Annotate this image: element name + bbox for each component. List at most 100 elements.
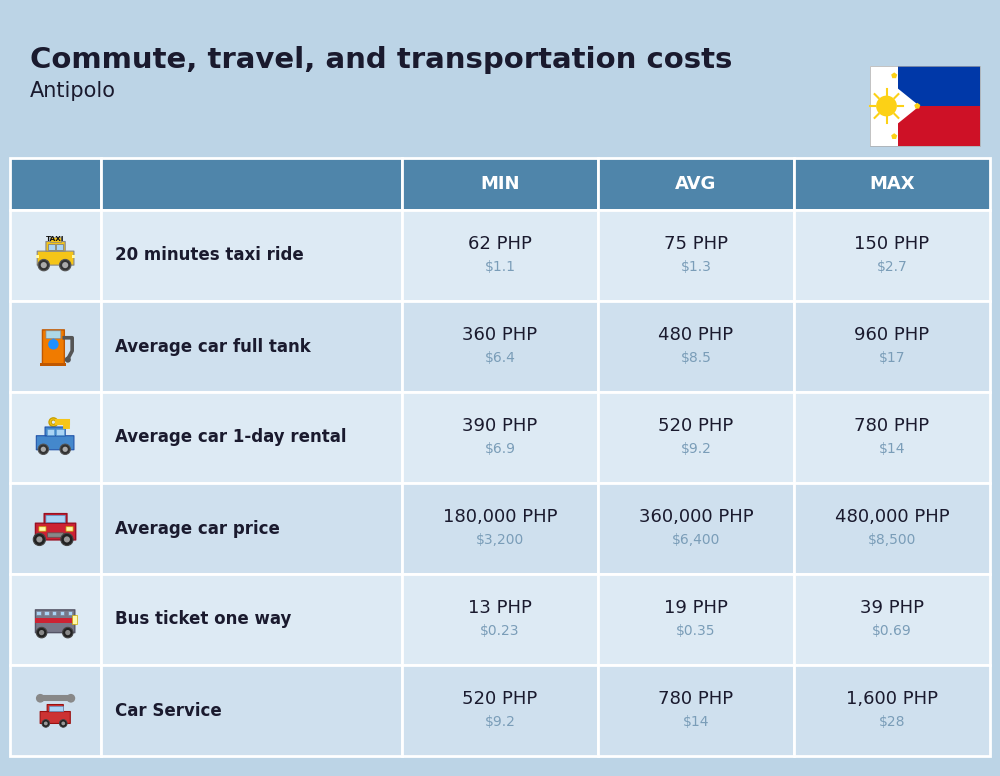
Circle shape	[36, 536, 42, 542]
FancyBboxPatch shape	[40, 712, 70, 723]
FancyBboxPatch shape	[101, 158, 402, 210]
Text: $0.23: $0.23	[480, 625, 520, 639]
FancyBboxPatch shape	[101, 301, 402, 392]
Text: 480 PHP: 480 PHP	[658, 326, 734, 344]
FancyBboxPatch shape	[898, 66, 980, 106]
Circle shape	[49, 417, 58, 427]
Circle shape	[39, 630, 44, 636]
Circle shape	[36, 627, 47, 638]
Circle shape	[61, 722, 65, 726]
FancyBboxPatch shape	[10, 392, 101, 483]
Circle shape	[38, 259, 49, 271]
FancyBboxPatch shape	[794, 665, 990, 756]
FancyBboxPatch shape	[402, 574, 598, 665]
FancyBboxPatch shape	[36, 255, 39, 258]
Text: 780 PHP: 780 PHP	[854, 417, 930, 435]
Circle shape	[66, 694, 75, 702]
FancyBboxPatch shape	[35, 610, 75, 632]
FancyBboxPatch shape	[794, 483, 990, 574]
Text: 390 PHP: 390 PHP	[462, 417, 538, 435]
FancyBboxPatch shape	[870, 66, 980, 146]
Circle shape	[38, 444, 49, 455]
Text: MAX: MAX	[869, 175, 915, 193]
Circle shape	[61, 533, 73, 546]
FancyBboxPatch shape	[39, 527, 46, 531]
FancyBboxPatch shape	[46, 241, 65, 251]
Text: 62 PHP: 62 PHP	[468, 234, 532, 253]
Text: 39 PHP: 39 PHP	[860, 598, 924, 617]
FancyBboxPatch shape	[598, 301, 794, 392]
Text: Average car 1-day rental: Average car 1-day rental	[115, 428, 347, 446]
Text: $0.69: $0.69	[872, 625, 912, 639]
FancyBboxPatch shape	[10, 158, 101, 210]
Text: 780 PHP: 780 PHP	[658, 690, 734, 708]
FancyBboxPatch shape	[598, 483, 794, 574]
Text: $14: $14	[683, 715, 709, 729]
Text: 360,000 PHP: 360,000 PHP	[639, 508, 753, 525]
FancyBboxPatch shape	[898, 106, 980, 146]
FancyBboxPatch shape	[402, 665, 598, 756]
Circle shape	[60, 444, 70, 455]
FancyBboxPatch shape	[48, 244, 55, 250]
FancyBboxPatch shape	[49, 706, 63, 711]
Text: $8,500: $8,500	[868, 533, 916, 547]
Text: Car Service: Car Service	[115, 702, 222, 719]
Circle shape	[68, 696, 73, 701]
FancyBboxPatch shape	[47, 705, 63, 712]
Text: $9.2: $9.2	[681, 442, 711, 456]
Polygon shape	[891, 133, 897, 139]
Text: Antipolo: Antipolo	[30, 81, 116, 101]
FancyBboxPatch shape	[598, 574, 794, 665]
Text: $0.35: $0.35	[676, 625, 716, 639]
Text: Bus ticket one way: Bus ticket one way	[115, 611, 292, 629]
FancyBboxPatch shape	[44, 611, 49, 615]
Circle shape	[59, 719, 67, 727]
Text: 520 PHP: 520 PHP	[462, 690, 538, 708]
FancyBboxPatch shape	[10, 210, 101, 301]
FancyBboxPatch shape	[402, 301, 598, 392]
Circle shape	[41, 262, 47, 268]
FancyBboxPatch shape	[598, 210, 794, 301]
Circle shape	[44, 722, 48, 726]
FancyBboxPatch shape	[56, 429, 64, 435]
FancyBboxPatch shape	[794, 574, 990, 665]
Circle shape	[62, 262, 68, 268]
Text: 150 PHP: 150 PHP	[854, 234, 930, 253]
FancyBboxPatch shape	[46, 515, 65, 522]
FancyBboxPatch shape	[101, 210, 402, 301]
Circle shape	[51, 420, 56, 424]
Text: $6.9: $6.9	[484, 442, 516, 456]
FancyBboxPatch shape	[10, 665, 101, 756]
FancyBboxPatch shape	[598, 392, 794, 483]
Text: 180,000 PHP: 180,000 PHP	[443, 508, 557, 525]
Text: $3,200: $3,200	[476, 533, 524, 547]
Text: $9.2: $9.2	[485, 715, 515, 729]
FancyBboxPatch shape	[37, 251, 74, 265]
Circle shape	[33, 533, 46, 546]
Text: MIN: MIN	[480, 175, 520, 193]
Polygon shape	[50, 338, 57, 345]
Circle shape	[65, 356, 71, 362]
FancyBboxPatch shape	[598, 665, 794, 756]
FancyBboxPatch shape	[794, 301, 990, 392]
Circle shape	[60, 259, 71, 271]
FancyBboxPatch shape	[35, 523, 76, 540]
Polygon shape	[891, 72, 897, 78]
FancyBboxPatch shape	[35, 618, 75, 623]
Circle shape	[36, 694, 45, 702]
FancyBboxPatch shape	[42, 330, 64, 365]
FancyBboxPatch shape	[794, 392, 990, 483]
Text: $28: $28	[879, 715, 905, 729]
FancyBboxPatch shape	[52, 611, 56, 615]
FancyBboxPatch shape	[72, 615, 77, 624]
FancyBboxPatch shape	[47, 429, 54, 435]
Text: 360 PHP: 360 PHP	[462, 326, 538, 344]
Text: 520 PHP: 520 PHP	[658, 417, 734, 435]
Text: Average car price: Average car price	[115, 519, 280, 538]
Text: $17: $17	[879, 352, 905, 365]
FancyBboxPatch shape	[794, 210, 990, 301]
Text: $14: $14	[879, 442, 905, 456]
FancyBboxPatch shape	[101, 574, 402, 665]
FancyBboxPatch shape	[36, 611, 41, 615]
Text: TAXI: TAXI	[46, 237, 65, 242]
